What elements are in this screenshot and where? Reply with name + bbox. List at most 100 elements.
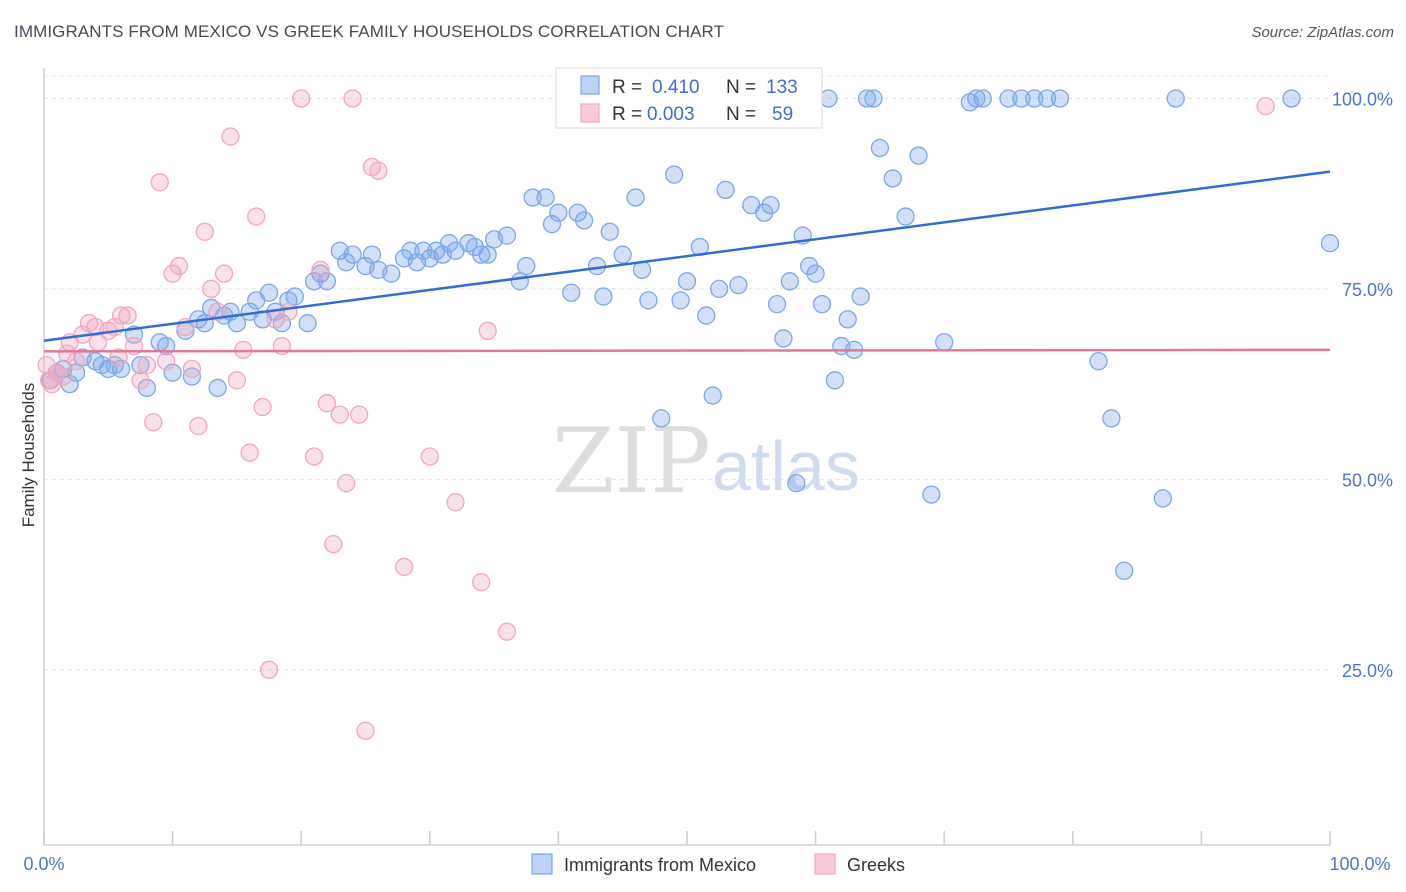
mexico-point-81 (697, 306, 716, 325)
legend: R = 0.410 N = 133 R = 0.003 N = 59 (555, 67, 823, 129)
greeks-point-31 (214, 264, 234, 283)
mexico-point-113 (973, 89, 992, 108)
greeks-point-46 (324, 534, 343, 554)
greeks-point-26 (182, 359, 202, 379)
mexico-point-56 (472, 245, 491, 264)
greeks-point-48 (337, 474, 356, 493)
greeks-point-43 (304, 447, 324, 466)
greeks-point-58 (478, 321, 497, 340)
bottom-legend-label-mexico: Immigrants from Mexico (564, 855, 756, 875)
legend-r-value-mexico: 0.410 (652, 77, 700, 98)
legend-n-label-greeks: N = (726, 104, 756, 125)
greeks-point-50 (349, 405, 369, 424)
greeks-point-59 (497, 622, 517, 641)
greeks-point-45 (317, 394, 337, 413)
mexico-point-115 (1012, 89, 1031, 108)
greeks-point-37 (253, 397, 272, 417)
mexico-point-40 (343, 245, 362, 264)
greeks-point-60 (1256, 96, 1275, 116)
greeks-point-53 (369, 161, 388, 180)
legend-n-label-mexico: N = (726, 77, 756, 98)
bottom-legend-label-greeks: Greeks (847, 855, 905, 875)
mexico-point-103 (857, 89, 877, 108)
mexico-point-88 (761, 195, 780, 215)
mexico-point-37 (317, 272, 337, 291)
greeks-point-4 (54, 367, 73, 386)
greeks-point-22 (157, 352, 176, 371)
mexico-point-116 (1025, 89, 1044, 108)
mexico-point-106 (883, 169, 902, 188)
mexico-point-68 (574, 211, 594, 230)
mexico-point-34 (298, 314, 317, 333)
greeks-point-21 (150, 173, 169, 192)
mexico-point-79 (677, 272, 697, 291)
greeks-point-49 (343, 89, 362, 108)
trend-line-greeks (43, 348, 1331, 353)
mexico-point-73 (626, 188, 645, 207)
y-tick-label-100: 100.0% (1332, 89, 1393, 109)
y-tick-label-50: 50.0% (1342, 470, 1393, 490)
mexico-point-83 (710, 279, 729, 299)
mexico-point-110 (935, 333, 954, 352)
mexico-point-125 (1320, 234, 1340, 253)
chart-source: Source: ZipAtlas.com (1251, 24, 1394, 41)
mexico-point-62 (523, 188, 542, 207)
greeks-point-27 (189, 416, 208, 436)
greeks-point-30 (208, 302, 227, 321)
legend-r-label-greeks: R = (612, 104, 642, 125)
legend-r-label-mexico: R = (612, 77, 642, 98)
legend-n-value-greeks: 59 (772, 104, 793, 125)
x-ticks (43, 831, 1331, 845)
mexico-point-102 (851, 287, 870, 306)
mexico-point-64 (542, 215, 562, 234)
mexico-point-121 (1115, 561, 1134, 580)
greeks-point-44 (311, 260, 330, 280)
greeks-point-51 (356, 721, 375, 740)
y-tick-label-25: 25.0% (1342, 661, 1393, 681)
mexico-point-82 (703, 386, 722, 405)
mexico-point-71 (600, 222, 619, 241)
bottom-legend-swatch-greeks (814, 853, 836, 875)
mexico-point-16 (163, 363, 182, 382)
mexico-point-122 (1153, 489, 1172, 508)
mexico-point-22 (208, 378, 227, 398)
mexico-point-89 (767, 294, 787, 314)
greeks-point-0 (37, 355, 56, 375)
mexico-point-65 (549, 203, 568, 222)
mexico-point-112 (967, 89, 986, 108)
greeks-point-57 (472, 573, 491, 592)
mexico-point-114 (999, 89, 1018, 108)
mexico-point-57 (478, 245, 497, 264)
mexico-point-119 (1089, 352, 1108, 371)
trend-lines (43, 170, 1331, 353)
legend-swatch-greeks (580, 103, 600, 123)
mexico-point-77 (664, 165, 684, 184)
mexico-point-78 (671, 291, 690, 310)
greeks-point-34 (234, 340, 253, 360)
mexico-point-124 (1282, 89, 1301, 108)
legend-r-value-greeks: 0.003 (647, 104, 695, 125)
mexico-point-108 (909, 146, 928, 165)
watermark: ZIP atlas (552, 409, 860, 514)
x-tick-label-min: 0.0% (23, 854, 64, 874)
greeks-point-36 (247, 207, 266, 226)
y-axis-label: Family Households (19, 383, 38, 528)
mexico-point-104 (864, 89, 883, 108)
greeks-point-33 (227, 371, 247, 390)
greeks-point-42 (292, 89, 311, 108)
trend-line-mexico (43, 170, 1331, 342)
mexico-point-84 (716, 180, 735, 200)
greeks-point-32 (221, 127, 240, 146)
mexico-point-60 (510, 272, 529, 291)
mexico-point-91 (780, 272, 800, 291)
mexico-point-118 (1050, 89, 1070, 108)
greeks-point-24 (169, 256, 189, 276)
mexico-point-120 (1102, 409, 1121, 428)
mexico-point-95 (806, 264, 825, 283)
mexico-point-61 (517, 256, 536, 276)
greeks-point-18 (131, 371, 150, 390)
y-tick-label-75: 75.0% (1342, 280, 1393, 300)
chart-title: IMMIGRANTS FROM MEXICO VS GREEK FAMILY H… (14, 22, 725, 41)
greeks-point-54 (394, 557, 414, 577)
